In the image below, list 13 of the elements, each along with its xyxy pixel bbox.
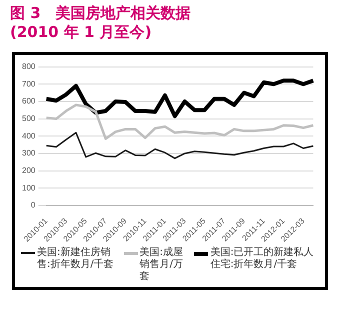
legend-label: 美国:已开工的新建私人住宅:折年数月/千套 [210, 247, 315, 271]
chart-title: 图 3 美国房地产相关数据(2010 年 1 月至今) [10, 4, 192, 42]
legend-label: 美国:成屋销售月/万套 [140, 247, 184, 283]
y-tick-label: 500 [22, 114, 36, 123]
y-tick-label: 0 [30, 200, 36, 210]
legend-label: 美国:新建住房销售:折年数月/千套 [37, 247, 115, 271]
y-tick-label: 400 [22, 131, 36, 140]
y-tick-label: 300 [22, 148, 36, 158]
y-tick-label: 100 [22, 183, 36, 192]
y-tick-label: 800 [22, 62, 36, 72]
y-tick-label: 600 [22, 96, 36, 106]
y-tick-label: 200 [22, 166, 36, 175]
y-tick-label: 700 [22, 79, 36, 88]
